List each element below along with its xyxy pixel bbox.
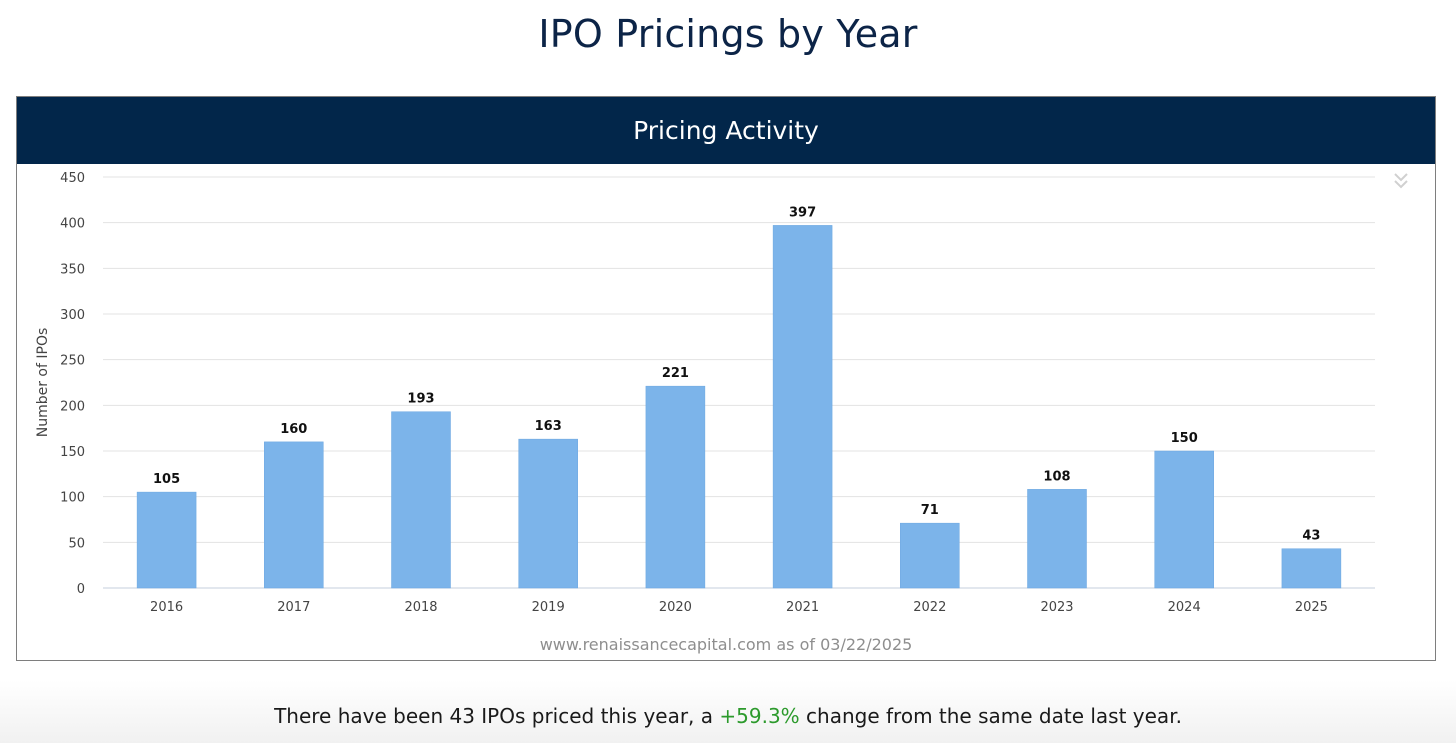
chart-header: Pricing Activity: [17, 97, 1435, 164]
chart-container: Pricing Activity 0 50 100 150 200 250 300 350 40…: [16, 96, 1436, 661]
bar: [1154, 450, 1214, 589]
data-label: 193: [407, 392, 434, 407]
summary-change: +59.3%: [719, 704, 800, 728]
ipo-summary: There have been 43 IPOs priced this year…: [0, 704, 1456, 728]
summary-prefix: There have been 43 IPOs priced this year…: [274, 704, 720, 728]
bar: [264, 441, 324, 589]
x-tick-label: 2016: [150, 600, 183, 615]
y-tick-label: 100: [60, 491, 85, 506]
data-label: 160: [280, 422, 307, 437]
bar-chart: 0 50 100 150 200 250 300 350 400 450 Number of IPO…: [35, 171, 1375, 615]
y-tick-label: 350: [60, 262, 85, 277]
x-tick-label: 2022: [913, 600, 946, 615]
y-tick-label: 400: [60, 217, 85, 232]
y-tick-label: 300: [60, 308, 85, 323]
bar: [900, 522, 960, 589]
summary-suffix: change from the same date last year.: [799, 704, 1182, 728]
bar: [518, 438, 578, 589]
data-label: 221: [662, 366, 689, 381]
data-label: 397: [789, 205, 816, 220]
x-tick-label: 2025: [1295, 600, 1328, 615]
page-title: IPO Pricings by Year: [538, 12, 918, 56]
y-tick-label: 0: [77, 582, 85, 597]
x-tick-label: 2024: [1168, 600, 1201, 615]
x-tick-label: 2023: [1040, 600, 1073, 615]
x-tick-label: 2019: [532, 600, 565, 615]
bar: [391, 411, 451, 589]
double-chevron-down-icon[interactable]: [1393, 171, 1409, 191]
data-label: 43: [1302, 529, 1320, 544]
data-label: 108: [1043, 469, 1070, 484]
y-tick-label: 200: [60, 399, 85, 414]
chart-credit: www.renaissancecapital.com as of 03/22/2…: [539, 635, 913, 654]
data-label: 163: [535, 419, 562, 434]
x-tick-label: 2018: [404, 600, 437, 615]
x-tick-label: 2020: [659, 600, 692, 615]
data-label: 71: [921, 503, 939, 518]
bar: [136, 491, 197, 589]
bar: [645, 385, 706, 589]
footer-band: [0, 680, 1456, 743]
x-tick-label: 2017: [277, 600, 310, 615]
y-tick-label: 150: [60, 445, 85, 460]
data-label: 150: [1171, 431, 1198, 446]
bar: [1027, 489, 1087, 589]
bar: [772, 225, 833, 589]
bar: [1281, 548, 1342, 589]
data-label: 105: [153, 472, 180, 487]
y-tick-label: 250: [60, 354, 85, 369]
y-axis-title: Number of IPOs: [35, 328, 51, 438]
x-tick-label: 2021: [786, 600, 819, 615]
y-tick-label: 450: [60, 171, 85, 186]
y-tick-label: 50: [68, 536, 85, 551]
